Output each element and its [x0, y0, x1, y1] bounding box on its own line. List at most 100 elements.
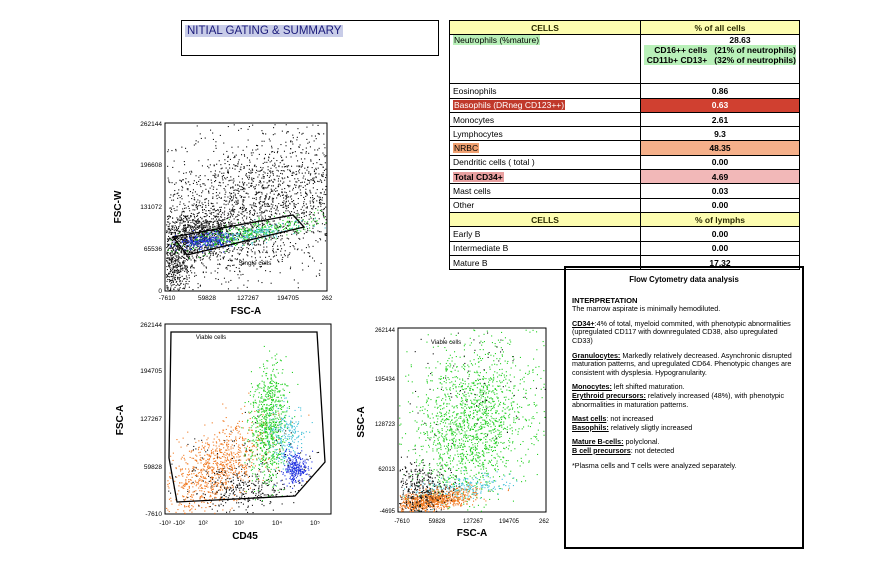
event-dot: [251, 234, 253, 236]
event-dot: [308, 252, 310, 254]
event-dot: [243, 207, 245, 209]
event-dot: [210, 241, 212, 243]
event-dot: [178, 230, 180, 232]
event-dot: [237, 165, 239, 167]
event-dot: [306, 194, 308, 196]
event-dot: [242, 230, 244, 232]
event-dot: [220, 243, 222, 245]
event-dot: [222, 472, 224, 474]
event-dot: [176, 230, 178, 232]
event-dot: [196, 239, 198, 241]
event-dot: [297, 248, 299, 250]
event-dot: [224, 224, 226, 226]
event-dot: [275, 224, 277, 226]
event-dot: [193, 244, 195, 246]
event-dot: [204, 476, 206, 478]
event-dot: [209, 164, 211, 166]
event-dot: [208, 455, 210, 457]
event-dot: [291, 198, 293, 200]
event-dot: [189, 231, 191, 233]
event-dot: [306, 169, 308, 171]
event-dot: [221, 220, 223, 222]
plot1-x-label: FSC-A: [231, 306, 262, 317]
event-dot: [190, 239, 192, 241]
event-dot: [183, 218, 185, 220]
event-dot: [272, 151, 274, 153]
event-dot: [202, 255, 204, 257]
event-dot: [215, 253, 217, 255]
event-dot: [216, 225, 218, 227]
event-dot: [214, 457, 216, 459]
event-dot: [192, 231, 194, 233]
event-dot: [250, 218, 252, 220]
event-dot: [235, 154, 237, 156]
event-dot: [261, 216, 263, 218]
event-dot: [179, 281, 181, 283]
event-dot: [183, 161, 185, 163]
event-dot: [242, 189, 244, 191]
event-dot: [286, 166, 288, 168]
event-dot: [238, 211, 240, 213]
event-dot: [269, 153, 271, 155]
event-dot: [319, 269, 321, 271]
event-dot: [186, 249, 188, 251]
event-dot: [242, 219, 244, 221]
event-dot: [195, 235, 197, 237]
title-box: NITIAL GATING & SUMMARY: [181, 20, 439, 56]
event-dot: [232, 210, 234, 212]
event-dot: [197, 252, 199, 254]
event-dot: [179, 216, 181, 218]
event-dot: [293, 223, 295, 225]
event-dot: [219, 449, 221, 451]
event-dot: [184, 264, 186, 266]
event-dot: [222, 453, 224, 455]
event-dot: [225, 488, 227, 490]
event-dot: [185, 275, 187, 277]
event-dot: [253, 197, 255, 199]
event-dot: [243, 484, 245, 486]
event-dot: [219, 182, 221, 184]
event-dot: [243, 187, 245, 189]
event-dot: [207, 491, 209, 493]
event-dot: [170, 259, 172, 261]
event-dot: [177, 278, 179, 280]
event-dot: [325, 206, 327, 208]
event-dot: [240, 480, 242, 482]
event-dot: [208, 474, 210, 476]
event-dot: [253, 241, 255, 243]
event-dot: [194, 209, 196, 211]
event-dot: [303, 201, 305, 203]
event-dot: [229, 270, 231, 272]
event-dot: [297, 222, 299, 224]
event-dot: [180, 238, 182, 240]
event-dot: [169, 245, 171, 247]
event-dot: [169, 238, 171, 240]
event-dot: [228, 164, 230, 166]
event-dot: [233, 238, 235, 240]
event-dot: [206, 244, 208, 246]
event-dot: [243, 188, 245, 190]
event-dot: [247, 255, 249, 257]
event-dot: [188, 258, 190, 260]
event-dot: [312, 197, 314, 199]
event-dot: [256, 228, 258, 230]
event-dot: [237, 252, 239, 254]
event-dot: [167, 240, 169, 242]
event-dot: [182, 241, 184, 243]
event-dot: [169, 207, 171, 209]
event-dot: [184, 250, 186, 252]
event-dot: [178, 271, 180, 273]
event-dot: [173, 239, 175, 241]
event-dot: [222, 256, 224, 258]
event-dot: [298, 146, 300, 148]
event-dot: [215, 497, 217, 499]
event-dot: [233, 509, 235, 511]
event-dot: [279, 217, 281, 219]
event-dot: [236, 484, 238, 486]
event-dot: [201, 235, 203, 237]
event-dot: [292, 230, 294, 232]
event-dot: [172, 261, 174, 263]
event-dot: [309, 200, 311, 202]
event-dot: [319, 199, 321, 201]
event-dot: [224, 465, 226, 467]
